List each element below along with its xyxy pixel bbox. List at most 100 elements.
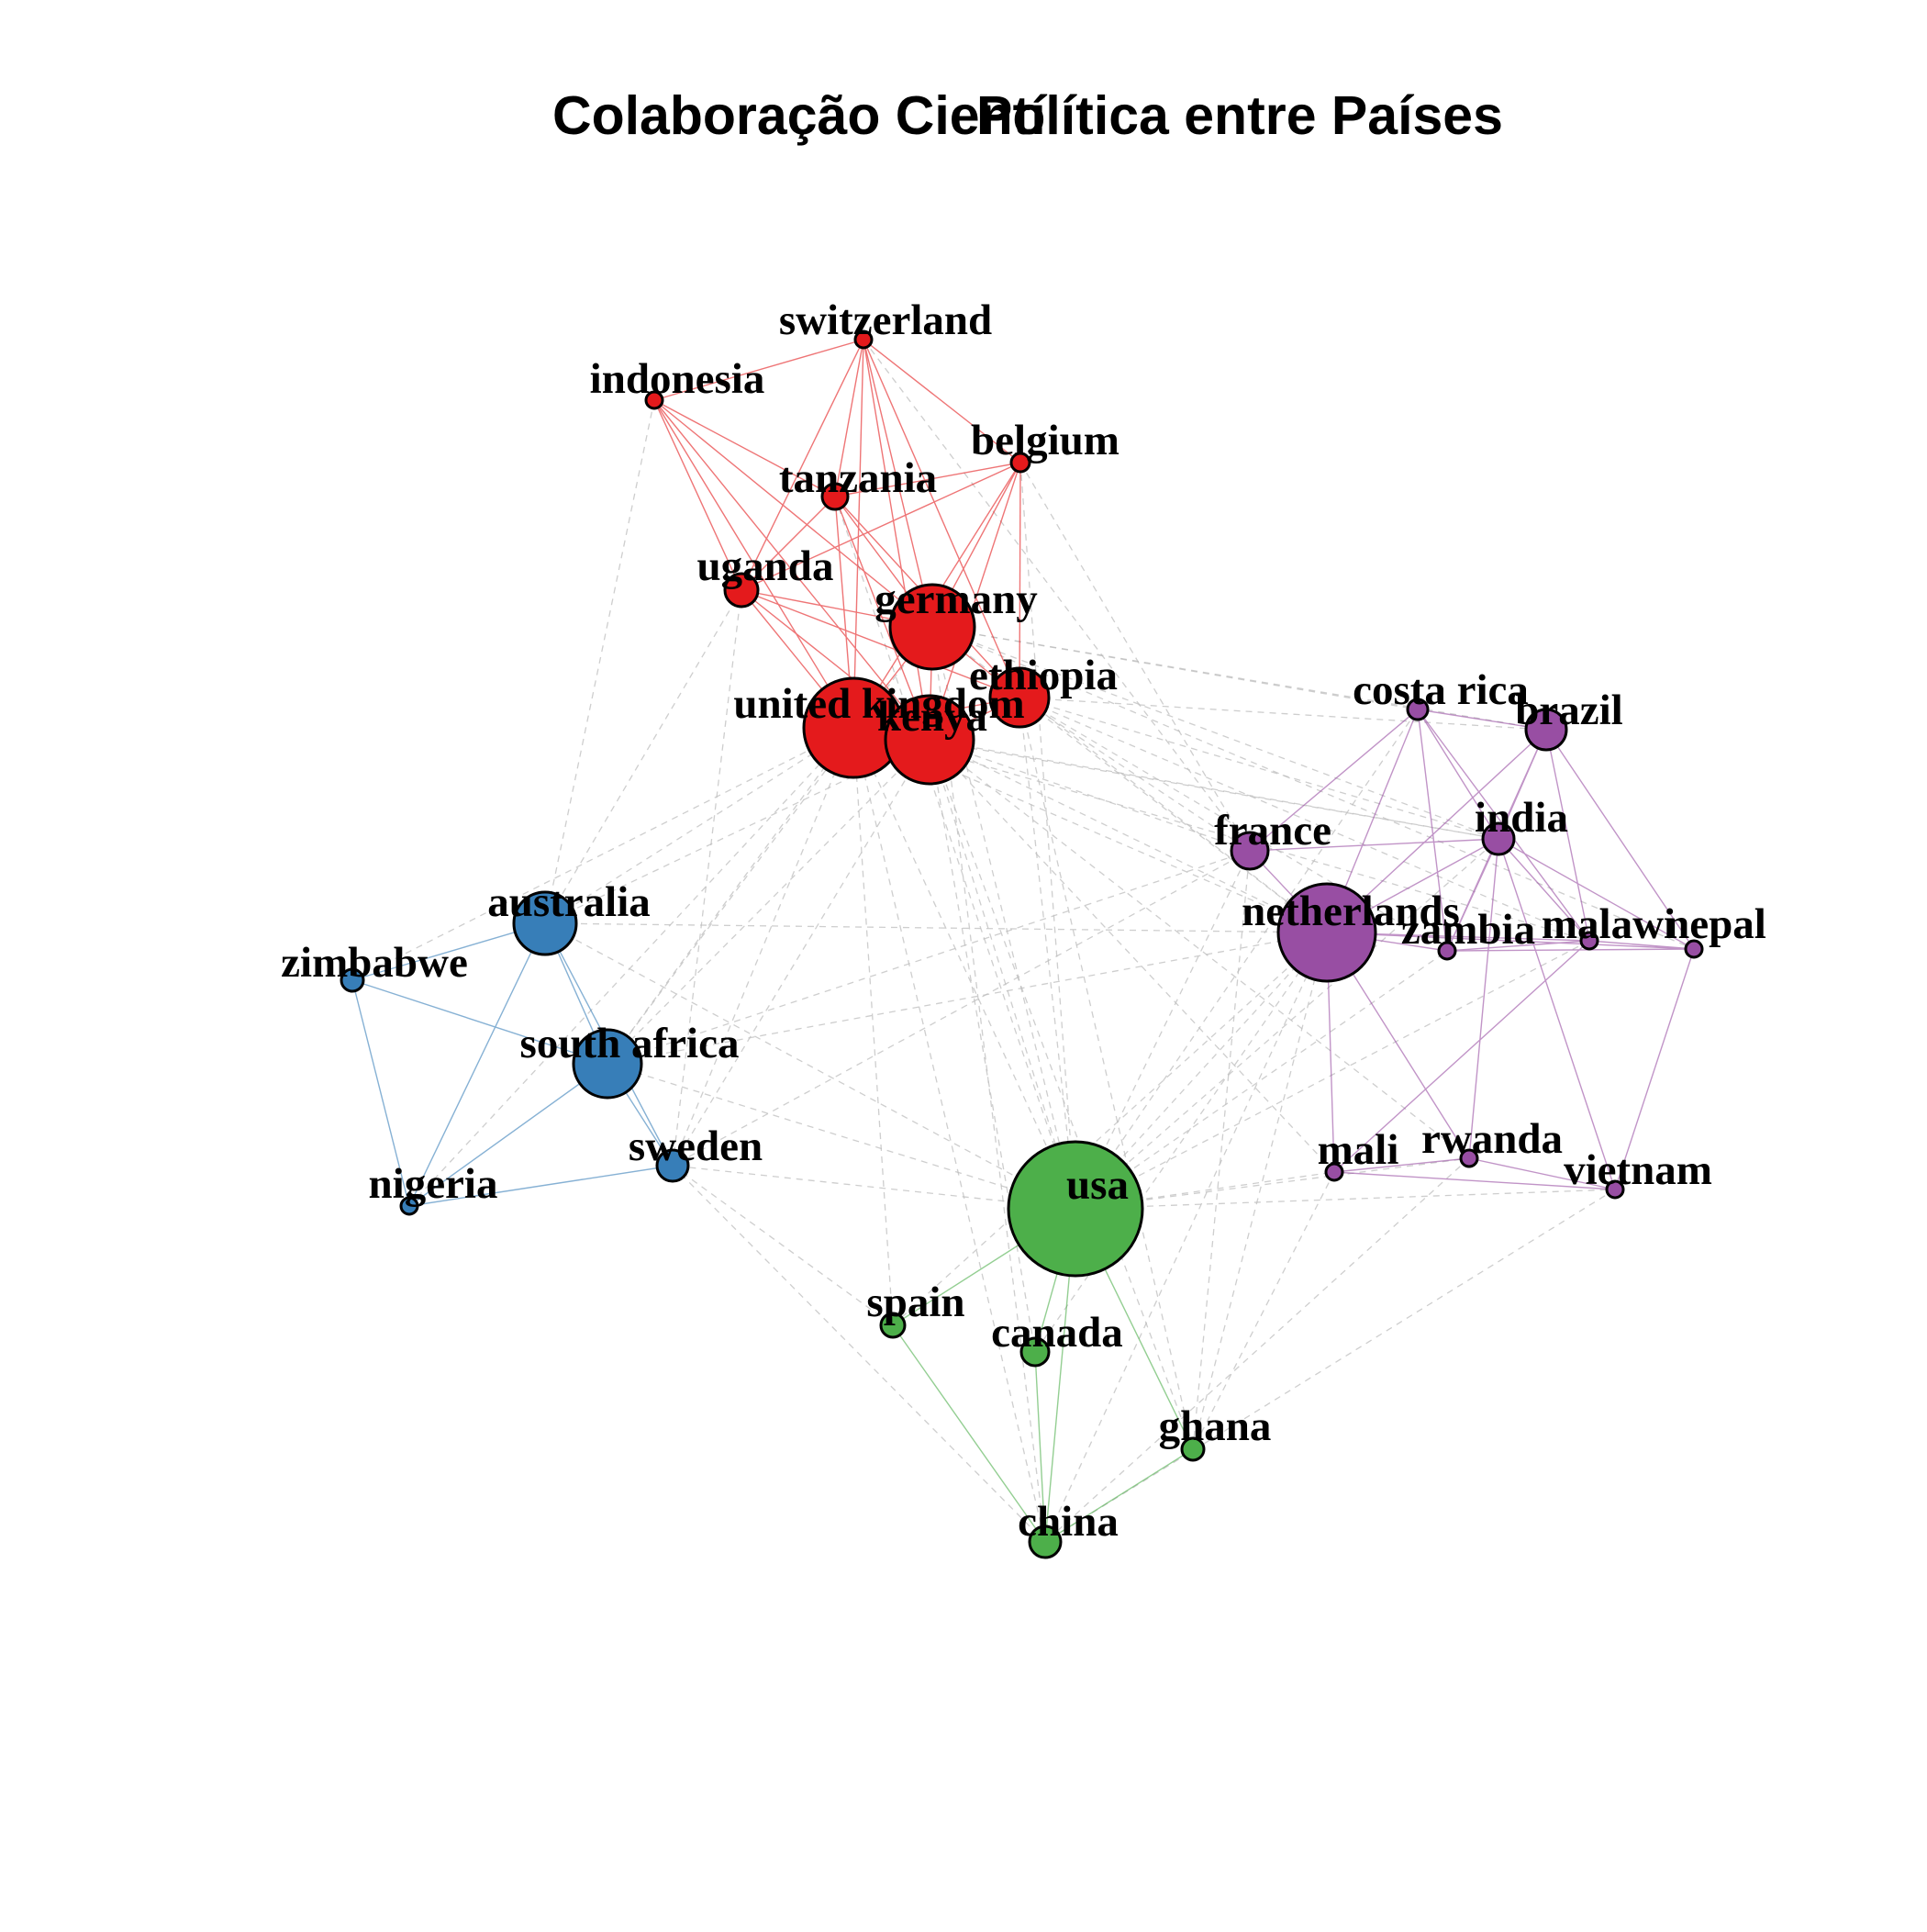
edge-costa_rica-india <box>1417 709 1499 840</box>
label-australia: australia <box>487 878 651 926</box>
node-vietnam[interactable] <box>1605 1179 1625 1200</box>
node-australia[interactable] <box>512 890 578 956</box>
edge-switzerland-united_kingdom <box>852 339 864 729</box>
edge-ethiopia-usa <box>1019 697 1076 1210</box>
inter-community-edges <box>351 339 1695 1543</box>
edge-usa-south_africa <box>607 1063 1076 1210</box>
edge-tanzania-uganda <box>741 496 836 591</box>
node-france[interactable] <box>1230 831 1270 871</box>
chart-title-part-b: Política entre Países <box>976 85 1503 146</box>
intra-community-edges <box>351 339 1695 1543</box>
edge-kenya-south_africa <box>607 739 930 1065</box>
edge-usa-zambia <box>1075 950 1448 1210</box>
edge-zimbabwe-united_kingdom <box>351 727 854 981</box>
node-south_africa[interactable] <box>572 1028 643 1100</box>
label-india: india <box>1475 794 1568 842</box>
edge-united_kingdom-spain <box>852 727 894 1326</box>
edge-kenya-canada <box>929 739 1036 1353</box>
label-nepal: nepal <box>1665 900 1766 948</box>
node-sweden[interactable] <box>655 1148 690 1183</box>
node-costa_rica[interactable] <box>1406 698 1430 721</box>
node-nigeria[interactable] <box>399 1196 419 1216</box>
edge-ethiopia-france <box>1019 697 1251 852</box>
node-indonesia[interactable] <box>644 390 664 410</box>
node-ghana[interactable] <box>1180 1436 1206 1462</box>
node-tanzania[interactable] <box>820 482 850 511</box>
label-kenya: kenya <box>877 693 987 741</box>
edge-costa_rica-zambia <box>1417 709 1448 952</box>
edge-ethiopia-malawi <box>1019 697 1590 942</box>
edge-belgium-tanzania <box>834 462 1021 497</box>
node-zimbabwe[interactable] <box>340 967 365 993</box>
node-brazil[interactable] <box>1524 708 1568 752</box>
label-germany: germany <box>874 575 1038 623</box>
edge-belgium-kenya <box>929 462 1021 741</box>
node-canada[interactable] <box>1019 1336 1051 1368</box>
edge-netherlands-ghana <box>1192 932 1328 1450</box>
edge-switzerland-ethiopia <box>863 339 1020 698</box>
edge-usa-sweden <box>672 1165 1076 1210</box>
label-spain: spain <box>866 1279 964 1326</box>
node-switzerland[interactable] <box>853 329 874 350</box>
edge-belgium-france <box>1019 462 1251 852</box>
edge-united_kingdom-usa <box>852 727 1076 1210</box>
edge-nigeria-united_kingdom <box>408 727 854 1207</box>
label-brazil: brazil <box>1515 687 1622 734</box>
node-netherlands[interactable] <box>1276 882 1377 983</box>
edge-south_africa-nigeria <box>408 1063 608 1207</box>
edge-south_africa-netherlands <box>607 932 1328 1065</box>
node-usa[interactable] <box>1007 1140 1144 1278</box>
node-spain[interactable] <box>879 1312 907 1339</box>
node-mali[interactable] <box>1324 1162 1344 1182</box>
edge-zambia-malawi <box>1446 940 1590 952</box>
edge-germany-brazil <box>931 626 1547 731</box>
edge-indonesia-australia <box>544 399 655 924</box>
node-uganda[interactable] <box>723 572 760 609</box>
edge-brazil-nepal <box>1545 729 1695 950</box>
node-china[interactable] <box>1028 1524 1063 1559</box>
edge-germany-india <box>931 626 1499 840</box>
edge-belgium-ethiopia <box>1019 462 1021 698</box>
label-vietnam: vietnam <box>1564 1146 1712 1194</box>
node-india[interactable] <box>1481 821 1516 856</box>
edge-indonesia-uganda <box>653 399 742 591</box>
node-nepal[interactable] <box>1684 939 1704 959</box>
edge-germany-south_africa <box>607 626 933 1065</box>
edge-switzerland-indonesia <box>653 339 864 401</box>
edge-zimbabwe-nigeria <box>351 979 410 1207</box>
edge-united_kingdom-australia <box>544 727 854 924</box>
edge-spain-netherlands <box>892 932 1328 1326</box>
edge-mali-rwanda <box>1333 1157 1470 1173</box>
edge-france-sweden <box>672 850 1251 1167</box>
edge-rwanda-vietnam <box>1468 1157 1616 1190</box>
node-kenya[interactable] <box>884 694 975 786</box>
node-belgium[interactable] <box>1009 452 1031 474</box>
edge-ethiopia-brazil <box>1019 697 1547 731</box>
edge-germany-costa_rica <box>931 626 1419 710</box>
node-germany[interactable] <box>888 583 976 671</box>
edge-kenya-usa <box>929 739 1076 1210</box>
node-rwanda[interactable] <box>1459 1148 1479 1168</box>
node-zambia[interactable] <box>1437 941 1457 961</box>
edge-belgium-usa <box>1019 462 1076 1210</box>
edge-ghana-china <box>1044 1448 1194 1543</box>
edge-australia-nigeria <box>408 922 546 1207</box>
label-ghana: ghana <box>1159 1402 1272 1450</box>
edge-india-rwanda <box>1468 838 1499 1159</box>
label-mali: mali <box>1318 1126 1399 1174</box>
edge-uganda-ethiopia <box>741 589 1020 698</box>
node-layer <box>340 329 1704 1559</box>
edge-kenya-india <box>929 739 1499 840</box>
edge-sweden-spain <box>672 1165 894 1326</box>
edge-india-vietnam <box>1498 838 1616 1190</box>
edge-zambia-nepal <box>1446 948 1695 952</box>
label-tanzania: tanzania <box>779 454 937 502</box>
edge-malawi-nepal <box>1588 940 1695 950</box>
edge-usa-vietnam <box>1075 1189 1616 1210</box>
edge-costa_rica-brazil <box>1417 709 1547 731</box>
edge-kenya-mali <box>929 739 1335 1173</box>
label-costa_rica: costa rica <box>1353 666 1529 714</box>
node-malawi[interactable] <box>1579 931 1599 951</box>
edge-zimbabwe-south_africa <box>351 979 608 1065</box>
node-ethiopia[interactable] <box>988 666 1051 729</box>
